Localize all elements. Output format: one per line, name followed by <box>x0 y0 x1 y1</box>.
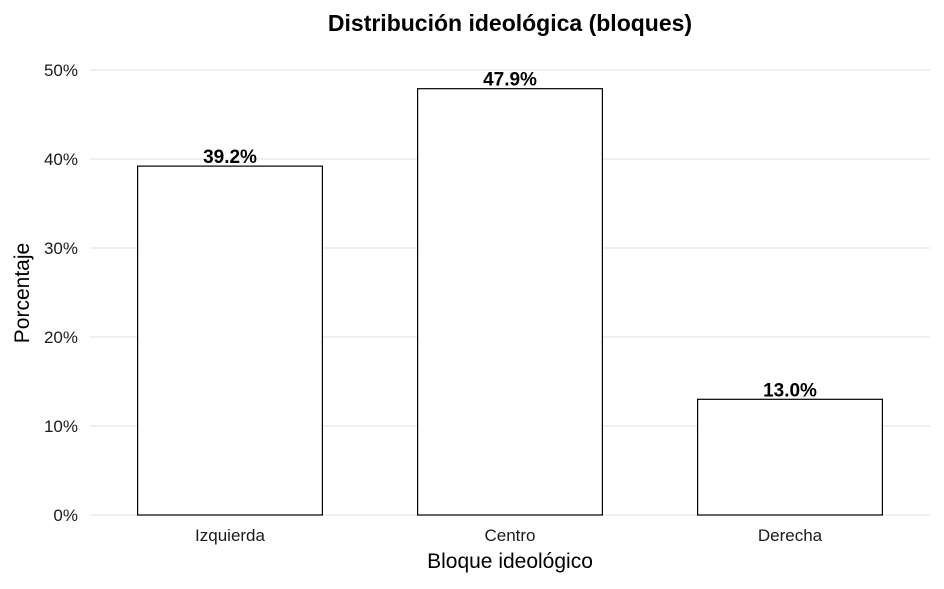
x-tick-label: Derecha <box>758 526 823 545</box>
x-tick-label: Centro <box>484 526 535 545</box>
bars <box>137 88 883 516</box>
y-tick-label: 20% <box>44 328 78 347</box>
bar-izquierda <box>137 165 324 516</box>
bar-value-label: 47.9% <box>483 70 537 91</box>
y-tick-label: 0% <box>53 506 78 525</box>
y-axis-ticks: 0% 10% 20% 30% 40% 50% <box>44 61 78 525</box>
bar-value-label: 13.0% <box>763 380 817 401</box>
y-tick-label: 10% <box>44 417 78 436</box>
bar-value-labels: 39.2% 47.9% 13.0% <box>203 70 817 402</box>
y-tick-label: 30% <box>44 239 78 258</box>
x-tick-label: Izquierda <box>195 526 265 545</box>
y-tick-label: 40% <box>44 150 78 169</box>
x-axis-ticks: Izquierda Centro Derecha <box>195 526 823 545</box>
y-tick-label: 50% <box>44 61 78 80</box>
y-axis-label: Porcentaje <box>11 243 34 343</box>
bar-centro <box>417 88 604 516</box>
bar-derecha <box>696 398 883 516</box>
chart-title: Distribución ideológica (bloques) <box>328 10 692 36</box>
bar-value-label: 39.2% <box>203 147 257 168</box>
x-axis-label: Bloque ideológico <box>427 550 593 573</box>
